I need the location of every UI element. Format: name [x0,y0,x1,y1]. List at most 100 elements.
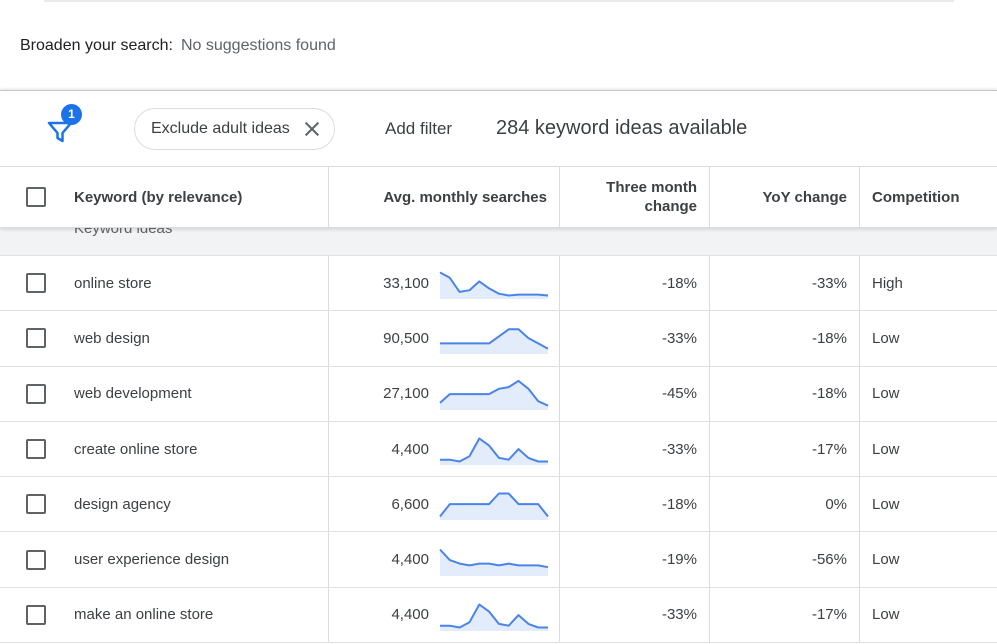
three-month-change-cell: -18% [559,256,709,311]
yoy-change-cell: -18% [709,311,859,366]
avg-searches-value: 90,500 [383,329,429,347]
table-row[interactable]: create online store 4,400 -33% -17% Low [0,421,997,478]
header-yoy-change[interactable]: YoY change [709,167,859,227]
competition-cell: Low [859,477,997,532]
avg-searches-cell: 4,400 [328,421,559,477]
row-check-cell [0,477,74,531]
competition-cell: Low [859,421,997,477]
header-avg-monthly-searches[interactable]: Avg. monthly searches [328,167,559,227]
competition-cell: Low [859,587,997,643]
keyword-ideas-count: 284 keyword ideas available [496,117,748,139]
row-checkbox[interactable] [26,383,46,404]
competition-cell: Low [859,366,997,421]
keyword-table: Keyword (by relevance) Avg. monthly sear… [0,166,997,644]
sparkline-line [440,437,548,463]
row-checkbox[interactable] [26,494,46,515]
add-filter-button[interactable]: Add filter [385,119,453,138]
select-all-cell [0,167,74,227]
keyword-cell: user experience design [74,551,230,569]
trend-sparkline[interactable] [439,377,549,411]
avg-searches-cell: 4,400 [328,532,559,587]
trend-sparkline[interactable] [439,543,549,577]
sparkline-line [440,328,549,351]
row-checkbox[interactable] [26,439,46,460]
table-row[interactable]: user experience design 4,400 -19% -56% Low [0,532,997,588]
header-three-month-change[interactable]: Three month change [559,167,709,227]
divider [44,0,954,2]
three-month-change-cell: -45% [559,366,709,421]
keyword-cell: design agency [74,495,171,513]
exclude-adult-ideas-chip[interactable]: Exclude adult ideas [134,108,335,150]
table-row[interactable]: web design 90,500 -33% -18% Low [0,311,997,367]
avg-searches-value: 27,100 [383,385,429,403]
avg-searches-value: 4,400 [391,606,429,624]
trend-sparkline[interactable] [439,321,549,355]
filter-toolbar: Exclude adult ideas Add filter 284 keywo… [0,90,997,166]
avg-searches-cell: 33,100 [328,256,559,311]
broaden-label: Broaden your search: [20,37,173,54]
broaden-hint: No suggestions found [180,37,336,54]
row-check-cell [0,367,74,421]
sparkline-area [440,380,548,410]
header-competition[interactable]: Competition [859,167,997,227]
trend-sparkline[interactable] [439,266,549,300]
table-row[interactable]: web development 27,100 -45% -18% Low [0,366,997,422]
avg-searches-value: 33,100 [383,274,429,292]
sparkline-line [439,379,549,407]
avg-searches-value: 4,400 [391,440,429,458]
table-header: Keyword (by relevance) Avg. monthly sear… [0,166,997,228]
yoy-change-cell: -33% [709,256,859,311]
keyword-cell: web development [74,385,192,403]
table-body: online store 33,100 -18% -33% High web design… [0,256,997,644]
keyword-cell: make an online store [74,606,214,624]
row-checkbox[interactable] [26,549,46,570]
trend-sparkline[interactable] [439,487,549,521]
keyword-cell: create online store [74,440,198,458]
filter-count-badge: 1 [61,104,82,125]
broaden-search-panel: Broaden your search: No suggestions found [0,0,997,90]
table-row[interactable]: online store 33,100 -18% -33% High [0,256,997,312]
row-check-cell [0,422,74,476]
avg-searches-cell: 27,100 [328,366,559,421]
close-icon[interactable] [304,121,320,137]
competition-cell: High [859,256,997,311]
row-check-cell [0,311,74,365]
sparkline-line [440,603,548,629]
three-month-change-cell: -33% [559,587,709,643]
row-checkbox[interactable] [26,328,46,349]
sparkline-area [440,549,548,576]
yoy-change-cell: -17% [709,587,859,643]
avg-searches-value: 6,600 [391,495,429,513]
row-check-cell [0,532,74,586]
avg-searches-cell: 6,600 [328,477,559,532]
header-three-line2: change [644,198,697,215]
competition-cell: Low [859,311,997,366]
sparkline-area [440,493,548,521]
table-row[interactable]: make an online store 4,400 -33% -17% Low [0,587,997,644]
trend-sparkline[interactable] [439,432,549,466]
row-checkbox[interactable] [26,273,46,294]
sparkline-line [439,492,549,518]
sparkline-line [439,548,549,568]
chip-label: Exclude adult ideas [151,120,290,137]
keyword-cell: online store [74,274,152,292]
three-month-change-cell: -33% [559,311,709,366]
three-month-change-cell: -18% [559,477,709,532]
header-keyword[interactable]: Keyword (by relevance) [74,188,243,206]
select-all-checkbox[interactable] [26,187,46,207]
yoy-change-cell: -18% [709,366,859,421]
avg-searches-value: 4,400 [391,551,429,569]
row-checkbox[interactable] [26,604,46,625]
trend-sparkline[interactable] [439,598,549,632]
competition-cell: Low [859,532,997,587]
yoy-change-cell: -17% [709,421,859,477]
row-check-cell [0,256,74,310]
yoy-change-cell: 0% [709,477,859,532]
table-row[interactable]: design agency 6,600 -18% 0% Low [0,477,997,533]
group-row: Keyword ideas [0,220,997,256]
row-check-cell [0,588,74,642]
header-three-line1: Three month [606,179,697,196]
sparkline-line [439,271,549,297]
avg-searches-cell: 4,400 [328,587,559,643]
sparkline-area [440,272,548,300]
